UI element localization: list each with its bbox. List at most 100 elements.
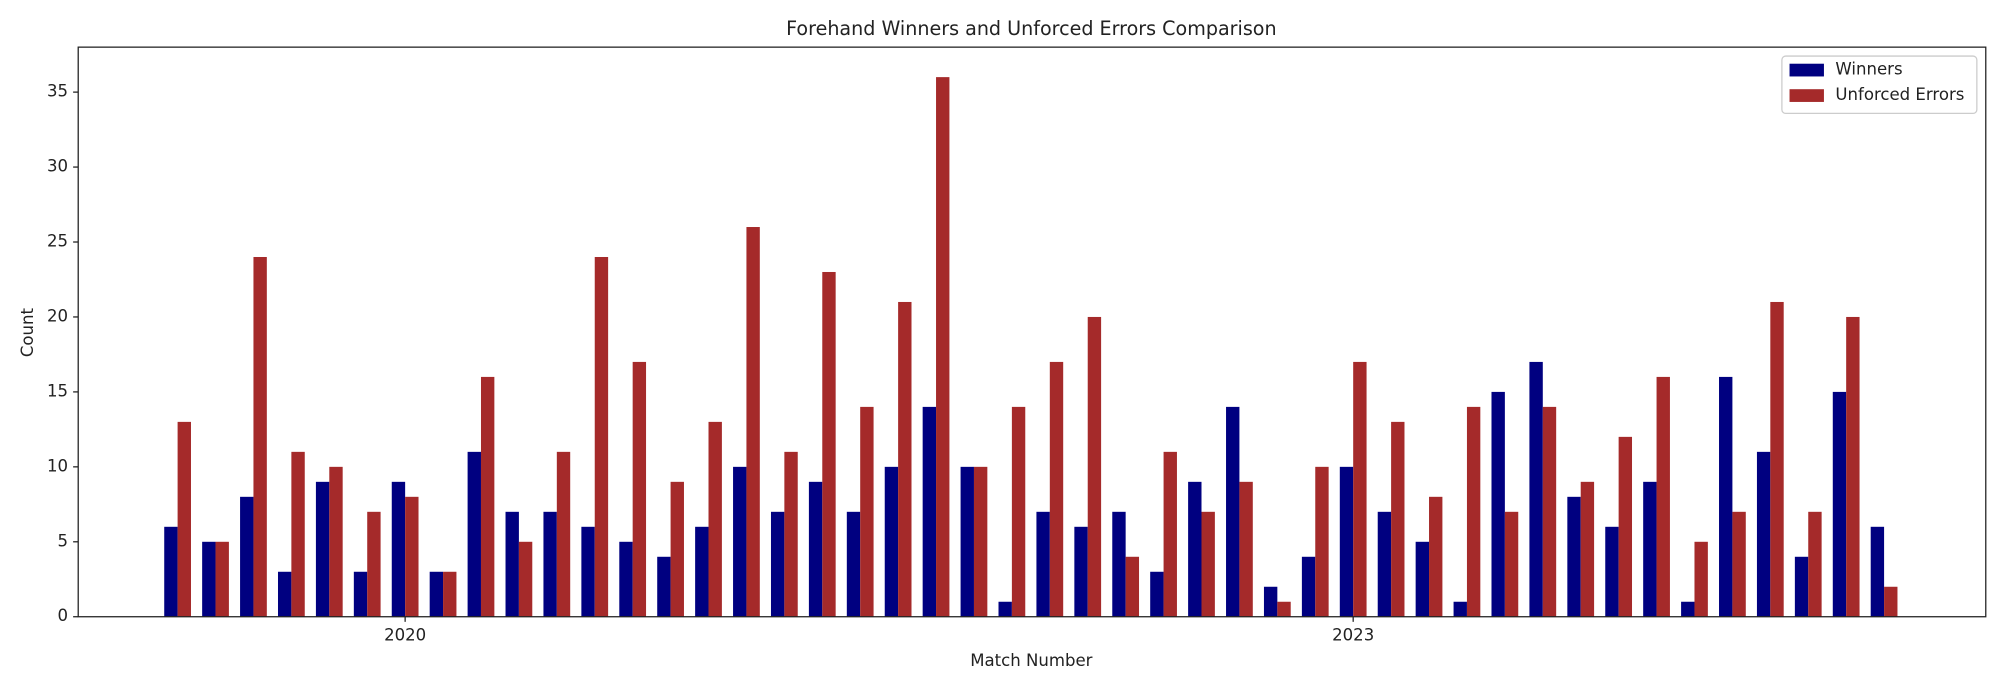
bar bbox=[808, 481, 823, 617]
bar bbox=[1794, 556, 1809, 617]
bar bbox=[177, 421, 191, 617]
bar bbox=[1542, 406, 1557, 617]
y-tick-label: 30 bbox=[47, 157, 68, 176]
bar bbox=[708, 421, 722, 617]
y-tick-label: 5 bbox=[57, 531, 68, 550]
bar bbox=[367, 511, 381, 617]
bar bbox=[405, 496, 419, 617]
bar bbox=[1112, 511, 1126, 617]
bar bbox=[1226, 406, 1240, 617]
bar bbox=[733, 466, 747, 617]
bar bbox=[670, 481, 684, 617]
bar bbox=[1011, 406, 1026, 617]
legend-swatch bbox=[1789, 89, 1824, 102]
bar bbox=[898, 301, 912, 617]
bar bbox=[1377, 511, 1392, 617]
bar bbox=[960, 466, 974, 617]
bar bbox=[215, 541, 229, 617]
bar bbox=[1580, 481, 1595, 617]
y-axis-label: Count bbox=[18, 307, 37, 357]
x-tick-label: 2023 bbox=[1332, 625, 1374, 644]
bar bbox=[1277, 601, 1291, 617]
bar bbox=[277, 571, 292, 617]
bar bbox=[1694, 541, 1708, 617]
bar bbox=[822, 271, 836, 617]
bar bbox=[1832, 391, 1847, 617]
bar bbox=[860, 406, 874, 617]
bar bbox=[518, 541, 533, 617]
bar bbox=[1884, 586, 1898, 617]
bar bbox=[1125, 556, 1140, 617]
bar bbox=[998, 601, 1012, 617]
bar bbox=[1870, 526, 1885, 617]
bar bbox=[657, 556, 671, 617]
bar bbox=[1808, 511, 1822, 617]
chart-title: Forehand Winners and Unforced Errors Com… bbox=[786, 17, 1276, 40]
bar bbox=[1353, 361, 1367, 617]
bar bbox=[391, 481, 406, 617]
bar bbox=[1391, 421, 1405, 617]
bar bbox=[1719, 376, 1733, 617]
y-tick-label: 35 bbox=[47, 82, 68, 101]
bar bbox=[784, 451, 798, 617]
y-tick-label: 25 bbox=[47, 232, 68, 251]
bar bbox=[1301, 556, 1316, 617]
bar bbox=[1429, 496, 1443, 617]
bar bbox=[973, 466, 988, 617]
bar bbox=[329, 466, 343, 617]
bar bbox=[1074, 526, 1088, 617]
bar bbox=[936, 77, 950, 617]
bar bbox=[1618, 436, 1633, 617]
bar bbox=[505, 511, 519, 617]
bar bbox=[1643, 481, 1657, 617]
bar bbox=[1770, 301, 1784, 617]
y-tick-label: 0 bbox=[57, 606, 68, 625]
bar bbox=[1263, 586, 1278, 617]
bar bbox=[594, 256, 609, 617]
bar bbox=[164, 526, 178, 617]
legend-box bbox=[1781, 55, 1978, 115]
bar bbox=[1466, 406, 1481, 617]
bar bbox=[1567, 496, 1581, 617]
bar bbox=[556, 451, 571, 617]
bar bbox=[291, 451, 305, 617]
bar bbox=[884, 466, 899, 617]
bar bbox=[1491, 391, 1505, 617]
legend-swatch bbox=[1789, 63, 1824, 77]
bar bbox=[1150, 571, 1164, 617]
bar bbox=[240, 496, 254, 617]
bar bbox=[1163, 451, 1177, 617]
bar bbox=[619, 541, 633, 617]
bar bbox=[429, 571, 444, 617]
bar bbox=[746, 227, 760, 617]
bar bbox=[1656, 376, 1670, 617]
bar bbox=[770, 511, 785, 617]
bar bbox=[846, 511, 861, 617]
bar bbox=[632, 361, 647, 617]
bar bbox=[1605, 526, 1619, 617]
bar bbox=[581, 526, 595, 617]
bar bbox=[922, 406, 937, 617]
y-tick-label: 15 bbox=[47, 381, 68, 400]
bar bbox=[1846, 316, 1860, 617]
bar bbox=[1339, 466, 1354, 617]
x-tick-label: 2020 bbox=[384, 625, 426, 644]
bar bbox=[1049, 361, 1064, 617]
legend-label: Unforced Errors bbox=[1835, 85, 1964, 104]
bar bbox=[1756, 451, 1771, 617]
bar bbox=[1681, 601, 1695, 617]
bar bbox=[315, 481, 330, 617]
bar bbox=[467, 451, 481, 617]
legend-label: Winners bbox=[1835, 60, 1902, 79]
bar bbox=[480, 376, 495, 617]
bar bbox=[253, 256, 267, 617]
bar bbox=[353, 571, 368, 617]
y-tick-label: 20 bbox=[47, 306, 68, 325]
bar bbox=[543, 511, 557, 617]
x-axis-label: Match Number bbox=[970, 651, 1092, 670]
bar bbox=[1315, 466, 1329, 617]
bar bbox=[1732, 511, 1746, 617]
bar bbox=[202, 541, 216, 617]
